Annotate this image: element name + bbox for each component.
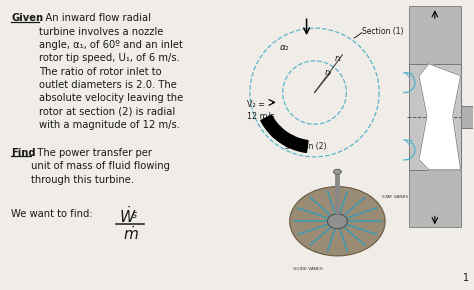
Text: Section (2): Section (2) [285, 142, 326, 151]
Text: r₂: r₂ [325, 68, 331, 77]
Bar [409, 64, 461, 170]
Bar [409, 6, 461, 64]
Ellipse shape [290, 186, 385, 256]
Text: GUIDE VANES: GUIDE VANES [292, 267, 322, 271]
Text: : The power transfer per
unit of mass of fluid flowing
through this turbine.: : The power transfer per unit of mass of… [31, 148, 170, 185]
Text: V₂ =
12 m/s: V₂ = 12 m/s [247, 100, 274, 121]
Text: r₁: r₁ [335, 54, 341, 63]
Ellipse shape [333, 169, 341, 174]
Text: Section (1): Section (1) [362, 27, 404, 36]
Text: We want to find:: We want to find: [11, 209, 93, 219]
Text: STAY VANES: STAY VANES [382, 195, 408, 199]
Text: : An inward flow radial
turbine involves a nozzle
angle, α₁, of 60º and an inlet: : An inward flow radial turbine involves… [39, 13, 183, 130]
Polygon shape [419, 64, 461, 170]
Text: $\dot{m}$: $\dot{m}$ [123, 225, 138, 243]
Bar [409, 6, 461, 64]
Text: $\dot{W}$: $\dot{W}$ [118, 205, 136, 226]
Bar [409, 170, 461, 227]
Bar [409, 170, 461, 227]
Text: $s$: $s$ [131, 210, 137, 220]
Polygon shape [272, 127, 294, 147]
Bar [461, 106, 474, 128]
Ellipse shape [328, 214, 347, 229]
Text: 1: 1 [463, 273, 469, 283]
Polygon shape [261, 115, 282, 138]
Text: Given: Given [11, 13, 44, 23]
Text: α₁: α₁ [280, 43, 290, 52]
Text: Find: Find [11, 148, 36, 158]
Polygon shape [286, 135, 308, 152]
